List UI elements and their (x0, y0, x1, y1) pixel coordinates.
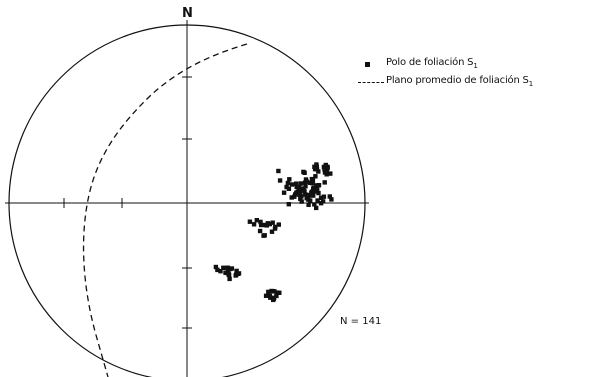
foliation-pole-point (270, 220, 275, 225)
foliation-pole-point (225, 265, 230, 270)
foliation-pole-point (318, 195, 324, 200)
foliation-pole-point (308, 198, 313, 203)
legend-plane-row: Plano promedio de foliación S1 (358, 75, 593, 89)
foliation-pole-point (299, 199, 304, 204)
foliation-pole-point (276, 222, 281, 227)
foliation-pole-point (309, 191, 315, 196)
foliation-pole-point (281, 190, 287, 195)
foliation-pole-point (302, 189, 307, 194)
foliation-pole-point (274, 293, 279, 299)
foliation-pole-point (301, 169, 306, 175)
foliation-pole-point (258, 222, 264, 228)
foliation-pole-point (271, 295, 277, 300)
foliation-pole-point (311, 186, 316, 191)
pole-marker-icon (365, 62, 370, 67)
foliation-pole-point (312, 166, 318, 172)
foliation-pole-point (300, 186, 305, 191)
foliation-pole-point (323, 162, 328, 168)
foliation-pole-point (313, 174, 318, 179)
foliation-pole-point (309, 176, 315, 182)
foliation-pole-point (285, 180, 291, 186)
foliation-pole-point (293, 192, 298, 197)
foliation-pole-point (298, 181, 303, 186)
foliation-pole-point (316, 190, 321, 196)
foliation-pole-point (277, 178, 283, 183)
foliation-pole-point (227, 276, 232, 282)
foliation-pole-point (215, 267, 220, 273)
foliation-pole-point (213, 264, 219, 270)
foliation-pole-point (221, 265, 226, 270)
foliation-pole-point (298, 189, 303, 194)
foliation-pole-point (254, 218, 259, 223)
foliation-pole-point (328, 171, 333, 176)
foliation-pole-point (294, 181, 299, 186)
foliation-pole-point (284, 184, 289, 190)
foliation-pole-point (247, 219, 253, 224)
foliation-pole-point (287, 177, 292, 182)
foliation-pole-point (303, 184, 308, 189)
foliation-pole-point (269, 229, 275, 234)
foliation-pole-point (261, 233, 266, 238)
foliation-pole-point (234, 268, 239, 274)
sample-count: N = 141 (340, 316, 382, 327)
foliation-pole-point (266, 289, 271, 295)
foliation-pole-point (275, 290, 280, 295)
legend-pole-label: Polo de foliación S1 (386, 57, 478, 70)
legend-pole-row: Polo de foliación S1 (358, 57, 588, 71)
foliation-pole-point (315, 198, 320, 203)
foliation-pole-point (309, 180, 315, 186)
foliation-pole-point (223, 270, 228, 275)
axis-ticks (63, 76, 192, 329)
foliation-pole-point (322, 167, 327, 172)
north-label: N (182, 6, 193, 21)
foliation-pole-point (315, 187, 320, 192)
foliation-pole-point (289, 182, 295, 187)
foliation-pole-point (273, 224, 278, 230)
foliation-pole-point (226, 270, 231, 275)
foliation-pole-point (320, 199, 326, 204)
foliation-pole-point (321, 194, 327, 199)
foliation-pole-point (314, 183, 319, 188)
foliation-pole-point (329, 197, 334, 202)
foliation-pole-point (312, 202, 317, 207)
foliation-pole-point (306, 202, 311, 207)
foliation-pole-point (276, 168, 281, 174)
foliation-pole-point (289, 195, 294, 200)
foliation-pole-point (294, 184, 299, 189)
foliation-pole-point (257, 228, 263, 234)
foliation-pole-point (286, 186, 292, 191)
foliation-pole-point (258, 219, 263, 225)
foliation-pole-point (304, 196, 309, 201)
foliation-pole-point (286, 202, 291, 207)
foliation-pole-point (313, 189, 318, 194)
foliation-pole-point (306, 193, 311, 198)
foliation-pole-point (324, 169, 330, 174)
mean-foliation-plane (82, 43, 248, 377)
foliation-pole-point (298, 196, 303, 201)
foliation-pole-point (229, 266, 235, 271)
foliation-pole-point (251, 222, 257, 227)
foliation-pole-point (234, 272, 239, 277)
foliation-pole-point (314, 205, 319, 211)
foliation-pole-point (263, 293, 269, 298)
foliation-pole-point (322, 180, 327, 185)
foliation-pole-point (312, 164, 317, 169)
foliation-pole-point (327, 194, 332, 199)
foliation-pole-point (236, 271, 242, 276)
foliation-pole-point (304, 179, 309, 184)
foliation-pole-point (218, 269, 223, 274)
foliation-pole-point (268, 295, 273, 300)
foliation-pole-point (270, 289, 276, 294)
foliation-poles (213, 162, 334, 303)
foliation-pole-point (316, 183, 322, 188)
foliation-pole-point (314, 164, 319, 169)
foliation-pole-point (264, 222, 269, 228)
dashed-line-icon (358, 82, 384, 83)
foliation-pole-point (296, 185, 302, 190)
foliation-pole-point (303, 192, 308, 197)
foliation-pole-point (297, 192, 302, 197)
legend-plane-label: Plano promedio de foliación S1 (386, 75, 533, 88)
